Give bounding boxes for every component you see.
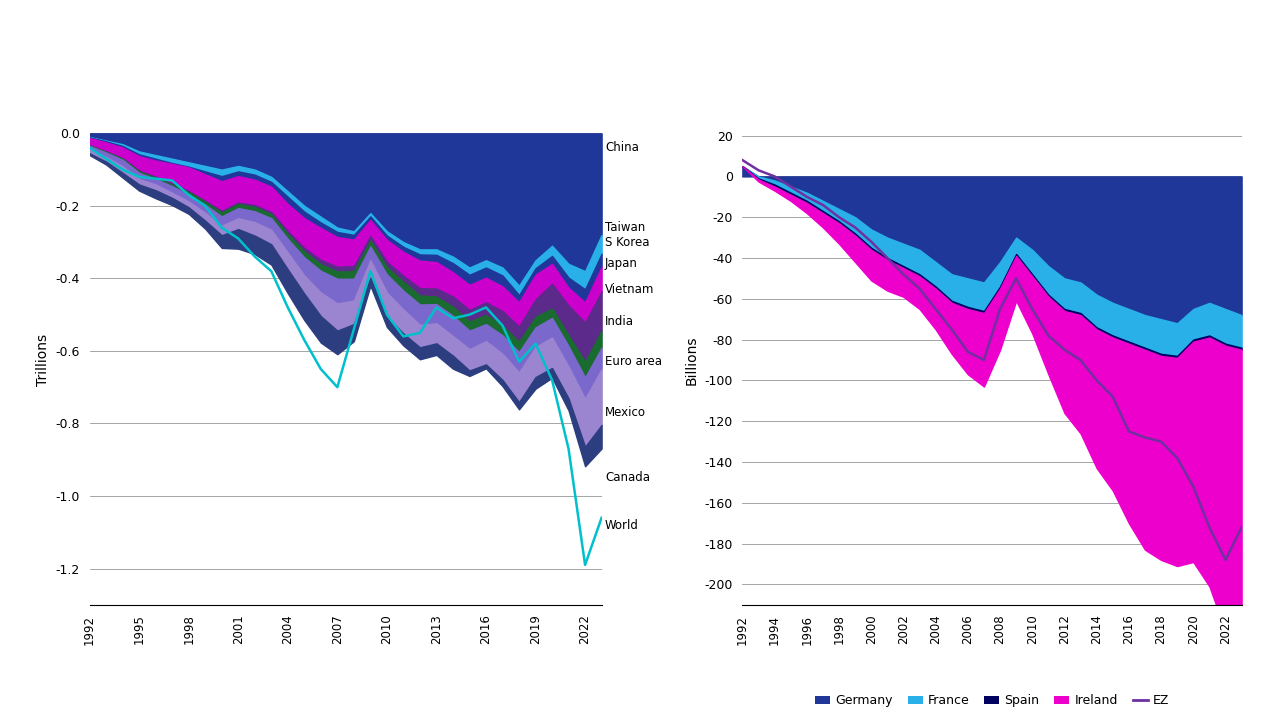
Y-axis label: Billions: Billions: [685, 336, 699, 384]
Y-axis label: Trillions: Trillions: [36, 334, 50, 386]
Text: Mexico: Mexico: [605, 406, 646, 419]
Text: China: China: [605, 141, 639, 154]
Text: India: India: [605, 315, 634, 328]
Legend: Germany, France, Spain, Ireland, EZ: Germany, France, Spain, Ireland, EZ: [810, 689, 1174, 712]
Text: Japan: Japan: [605, 257, 637, 271]
Text: Vietnam: Vietnam: [605, 283, 654, 296]
Text: S Korea: S Korea: [605, 235, 649, 248]
Text: Taiwan: Taiwan: [605, 221, 645, 234]
Text: World: World: [605, 518, 639, 531]
Text: Euro area: Euro area: [605, 355, 662, 369]
Text: Canada: Canada: [605, 472, 650, 485]
